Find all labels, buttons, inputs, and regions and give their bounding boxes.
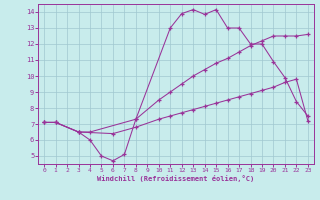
X-axis label: Windchill (Refroidissement éolien,°C): Windchill (Refroidissement éolien,°C) [97, 175, 255, 182]
